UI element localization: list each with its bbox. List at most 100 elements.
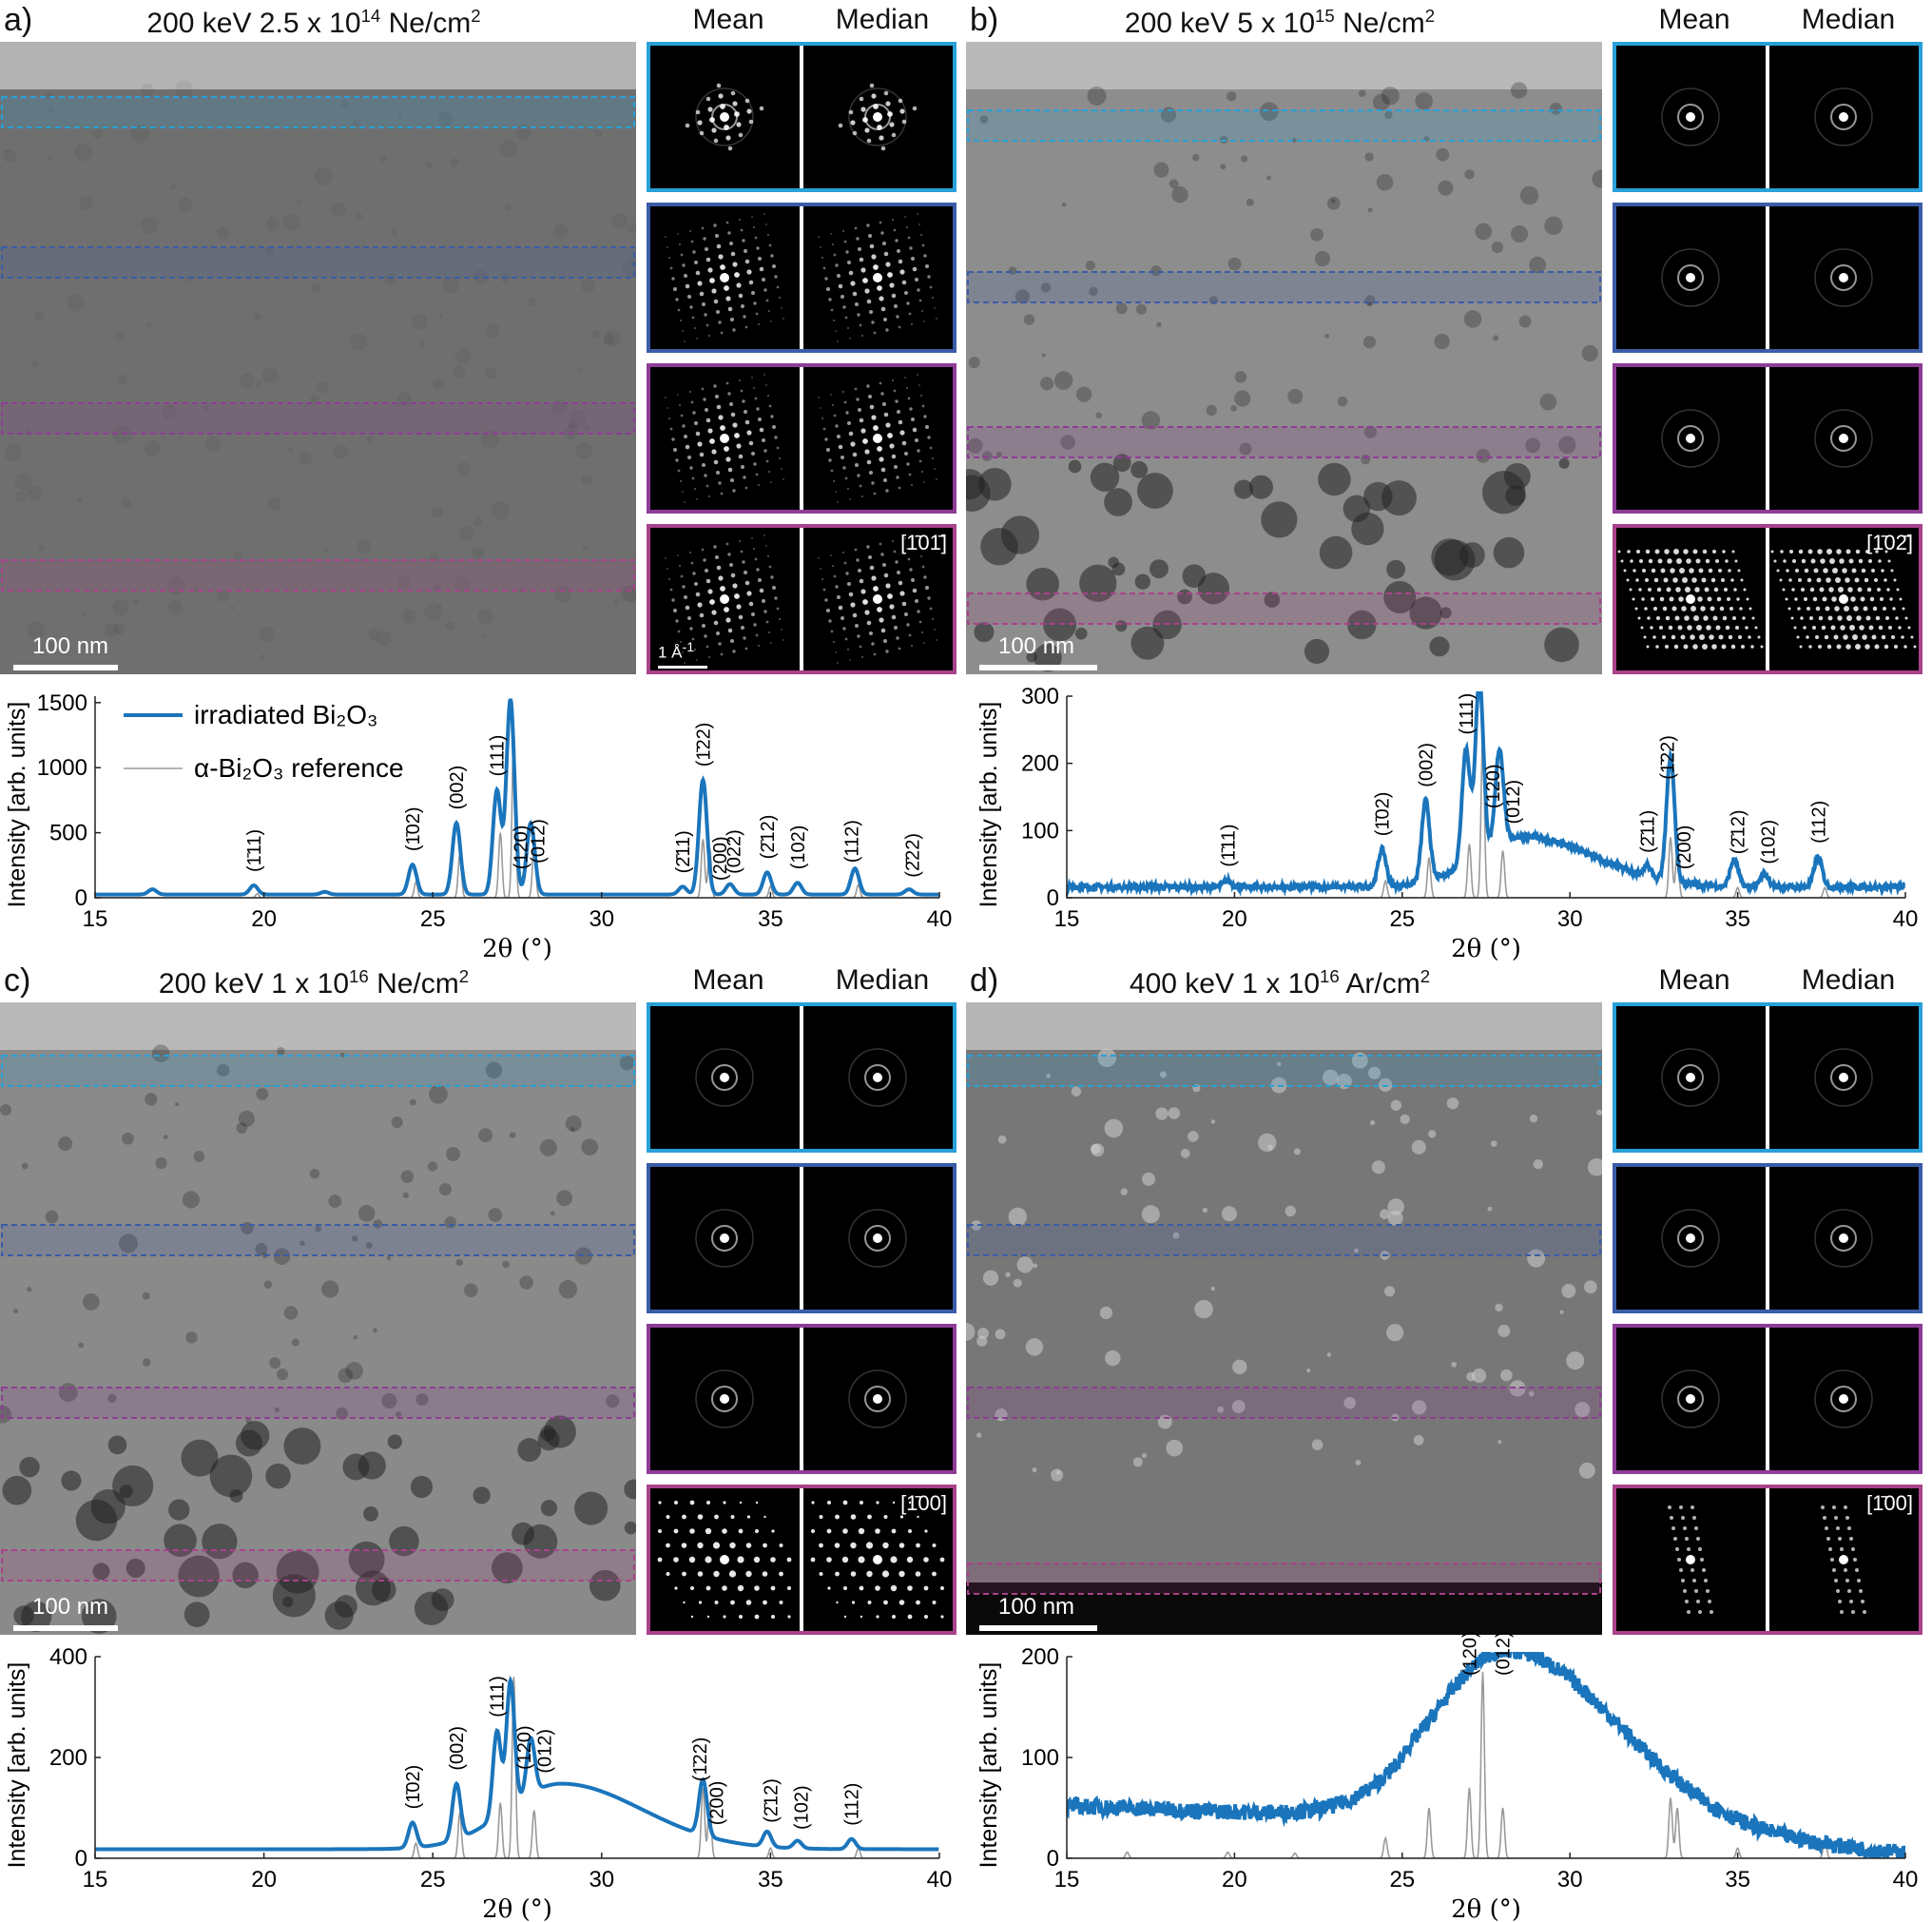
x-tick-label: 15 bbox=[1054, 906, 1080, 932]
panel-title: 200 keV 1 x 1016 Ne/cm2 bbox=[158, 966, 470, 1000]
median-header: Median bbox=[835, 964, 930, 996]
scale-bar-label: 100 nm bbox=[32, 633, 109, 659]
diffraction-pattern bbox=[1661, 1048, 1720, 1107]
scale-bar bbox=[13, 665, 118, 670]
y-axis-label: Intensity [arb. units] bbox=[4, 1662, 30, 1869]
diffraction-pattern bbox=[1821, 1505, 1866, 1614]
xrd-plot: 15 20 25 30 35 40 0 100 200 2θ (°) Intensity [arb.… bbox=[966, 1631, 1932, 1922]
peak-label: (111) bbox=[1457, 693, 1478, 735]
xrd-plot: 15 20 25 30 35 40 0 200 400 2θ (°) Intensity [arb.… bbox=[0, 1638, 966, 1922]
divider bbox=[800, 367, 803, 510]
reciprocal-scale-bar bbox=[658, 666, 707, 669]
region-band-1 bbox=[967, 109, 1601, 142]
mean-header: Mean bbox=[1658, 4, 1730, 35]
region-band-1 bbox=[967, 1055, 1601, 1087]
x-axis-label: 2θ (°) bbox=[1451, 935, 1521, 963]
median-pattern bbox=[803, 1328, 953, 1470]
scale-bar-label: 100 nm bbox=[998, 1594, 1075, 1620]
diffraction-pattern bbox=[657, 1500, 792, 1620]
median-pattern bbox=[1769, 528, 1919, 670]
diffraction-pattern bbox=[1661, 1209, 1720, 1268]
divider bbox=[1766, 1328, 1769, 1470]
micrograph-image bbox=[0, 42, 636, 674]
xrd-plot: 15 20 25 30 35 40 0 500 1000 1500 2θ (°) Intensity … bbox=[0, 677, 966, 963]
mean-pattern bbox=[1616, 528, 1766, 670]
mean-pattern bbox=[650, 206, 800, 349]
mean-pattern bbox=[650, 46, 800, 188]
series-irradiated-line bbox=[95, 1675, 939, 1852]
panel-title: 200 keV 5 x 1015 Ne/cm2 bbox=[1124, 6, 1436, 39]
x-tick-label: 30 bbox=[1557, 1867, 1583, 1893]
peak-label: (002) bbox=[447, 766, 468, 810]
median-header: Median bbox=[835, 4, 930, 35]
zone-axis-label: [1̄00] bbox=[900, 1491, 947, 1515]
peak-label: (012) bbox=[1503, 780, 1524, 825]
peak-label: (1̄11) bbox=[244, 829, 265, 872]
peak-label: (1̄22) bbox=[693, 723, 714, 767]
y-tick-label: 200 bbox=[1021, 751, 1059, 777]
peak-label: (2̄11) bbox=[1637, 810, 1658, 853]
zone-axis-label: [1̄02̄] bbox=[1866, 531, 1913, 554]
y-tick-label: 0 bbox=[1047, 1846, 1059, 1872]
diffraction-pattern bbox=[1661, 248, 1720, 307]
y-tick-label: 100 bbox=[1021, 818, 1059, 844]
mean-pattern bbox=[650, 1006, 800, 1149]
series-irradiated-line bbox=[1067, 691, 1905, 898]
y-tick-label: 1500 bbox=[37, 690, 87, 716]
peak-label: (1̄02) bbox=[1373, 792, 1394, 837]
panel-label: b) bbox=[970, 2, 999, 38]
peak-label: (200) bbox=[710, 836, 731, 881]
peak-label: (120) bbox=[1459, 1631, 1480, 1676]
mean-pattern bbox=[1616, 206, 1766, 349]
peak-label: (002) bbox=[1416, 743, 1437, 787]
peak-label: (1̄22) bbox=[1658, 735, 1679, 780]
x-tick-label: 20 bbox=[251, 906, 277, 932]
x-tick-label: 35 bbox=[758, 1867, 783, 1893]
peak-label: (111) bbox=[488, 1676, 509, 1718]
diffraction-pattern bbox=[1814, 1369, 1873, 1428]
x-tick-label: 25 bbox=[1389, 1867, 1415, 1893]
peak-label: (120) bbox=[512, 825, 532, 870]
diffraction-tile-3 bbox=[647, 363, 956, 514]
divider bbox=[1766, 1488, 1769, 1631]
diffraction-pattern bbox=[665, 213, 784, 342]
median-pattern bbox=[803, 528, 953, 670]
peak-label: (200) bbox=[707, 1781, 728, 1826]
divider bbox=[1766, 46, 1769, 188]
mean-pattern bbox=[650, 367, 800, 510]
y-axis-label: Intensity [arb. units] bbox=[976, 702, 1002, 908]
peak-label: (112) bbox=[1808, 801, 1829, 844]
tem-micrograph: 100 nm bbox=[966, 1002, 1602, 1635]
xrd-chart: 15 20 25 30 35 40 0 100 200 300 2θ (°) Intensity [a… bbox=[976, 684, 1918, 963]
diffraction-pattern bbox=[1661, 1369, 1720, 1428]
scale-bar-label: 100 nm bbox=[998, 633, 1075, 659]
diffraction-pattern bbox=[848, 1369, 907, 1428]
panel-label: d) bbox=[970, 962, 999, 999]
diffraction-pattern bbox=[1668, 1505, 1713, 1614]
mean-header: Mean bbox=[1658, 964, 1730, 996]
divider bbox=[1766, 206, 1769, 349]
region-band-2 bbox=[967, 271, 1601, 303]
micrograph-image bbox=[966, 1002, 1602, 1635]
median-pattern bbox=[1769, 1006, 1919, 1149]
divider bbox=[800, 1328, 803, 1470]
x-axis-label: 2θ (°) bbox=[1451, 1895, 1521, 1922]
diffraction-tile-4: [1̄02̄] bbox=[1613, 524, 1922, 674]
peak-label: (102) bbox=[791, 1785, 812, 1830]
region-band-1 bbox=[1, 96, 635, 128]
x-tick-label: 35 bbox=[1725, 1867, 1750, 1893]
peak-label: (120) bbox=[514, 1725, 535, 1770]
panel-label: a) bbox=[4, 2, 33, 38]
divider bbox=[800, 46, 803, 188]
region-band-4 bbox=[967, 1563, 1601, 1595]
x-tick-label: 15 bbox=[83, 906, 108, 932]
panel-title: 400 keV 1 x 1016 Ar/cm2 bbox=[1129, 966, 1431, 1000]
diffraction-pattern bbox=[695, 1369, 754, 1428]
x-tick-label: 20 bbox=[1222, 906, 1247, 932]
diffraction-pattern bbox=[848, 1209, 907, 1268]
y-tick-label: 200 bbox=[1021, 1644, 1059, 1670]
region-band-4 bbox=[1, 559, 635, 592]
x-tick-label: 40 bbox=[927, 906, 953, 932]
panel-c: c) 200 keV 1 x 1016 Ne/cm2 Mean Median 100 n… bbox=[0, 961, 966, 1922]
